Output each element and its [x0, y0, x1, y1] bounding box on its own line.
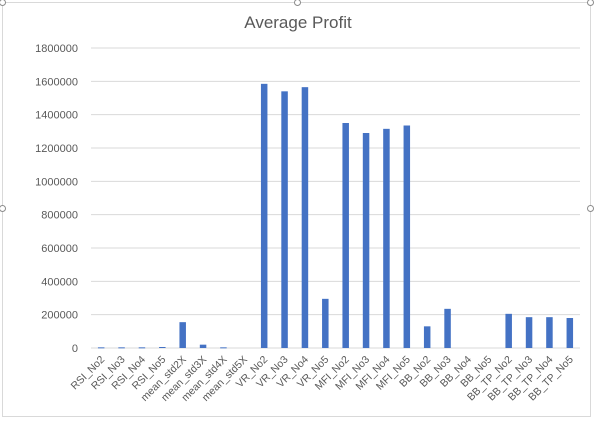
bar-MFI_No4[interactable]	[383, 128, 390, 348]
bar-VR_No4[interactable]	[301, 87, 309, 349]
bar-MFI_No2[interactable]	[342, 123, 349, 348]
y-tick-label: 0	[72, 343, 78, 355]
resize-handle-top-right[interactable]	[587, 0, 594, 6]
chart-title: Average Profit	[244, 13, 352, 32]
y-tick-label: 1400000	[35, 110, 78, 122]
bar-RSI_No4[interactable]	[138, 347, 146, 349]
bar-BB_No2[interactable]	[423, 326, 431, 348]
bar-BB_No3[interactable]	[444, 308, 451, 348]
bar-RSI_No2[interactable]	[97, 347, 105, 349]
y-tick-label: 600000	[41, 243, 78, 255]
bar-MFI_No5[interactable]	[403, 125, 411, 349]
y-tick-label: 1200000	[35, 143, 78, 155]
bar-VR_No2[interactable]	[260, 83, 268, 348]
gridlines	[91, 47, 580, 349]
bar-RSI_No5[interactable]	[159, 347, 166, 348]
resize-handle-top-left[interactable]	[0, 0, 6, 6]
resize-handle-top-center[interactable]	[294, 0, 301, 6]
y-tick-label: 1800000	[35, 43, 78, 55]
bar-VR_No3[interactable]	[281, 91, 288, 348]
y-tick-label: 1600000	[35, 76, 78, 88]
bars	[97, 83, 574, 349]
y-tick-label: 800000	[41, 210, 78, 222]
bar-RSI_No3[interactable]	[118, 347, 125, 349]
resize-handle-middle-right[interactable]	[587, 205, 594, 212]
y-tick-label: 200000	[41, 310, 78, 322]
resize-handle-middle-left[interactable]	[0, 205, 6, 212]
bar-MFI_No3[interactable]	[362, 133, 370, 348]
x-axis-labels: RSI_No2RSI_No3RSI_No4RSI_No5mean_std2Xme…	[69, 354, 576, 404]
bar-mean_std2X[interactable]	[179, 322, 186, 348]
bar-BB_TP_No5[interactable]	[566, 318, 574, 348]
y-axis-labels: 0 200000 400000 600000 800000 1000000 1200000 1…	[35, 43, 78, 355]
y-tick-label: 400000	[41, 276, 78, 288]
bar-BB_TP_No3[interactable]	[525, 317, 533, 348]
bar-mean_std3X[interactable]	[199, 344, 207, 348]
y-tick-label: 1000000	[35, 176, 78, 188]
bar-mean_std4X[interactable]	[220, 347, 227, 349]
bar-BB_TP_No4[interactable]	[546, 317, 553, 348]
bar-VR_No5[interactable]	[322, 298, 329, 348]
bar-BB_TP_No2[interactable]	[505, 313, 512, 348]
